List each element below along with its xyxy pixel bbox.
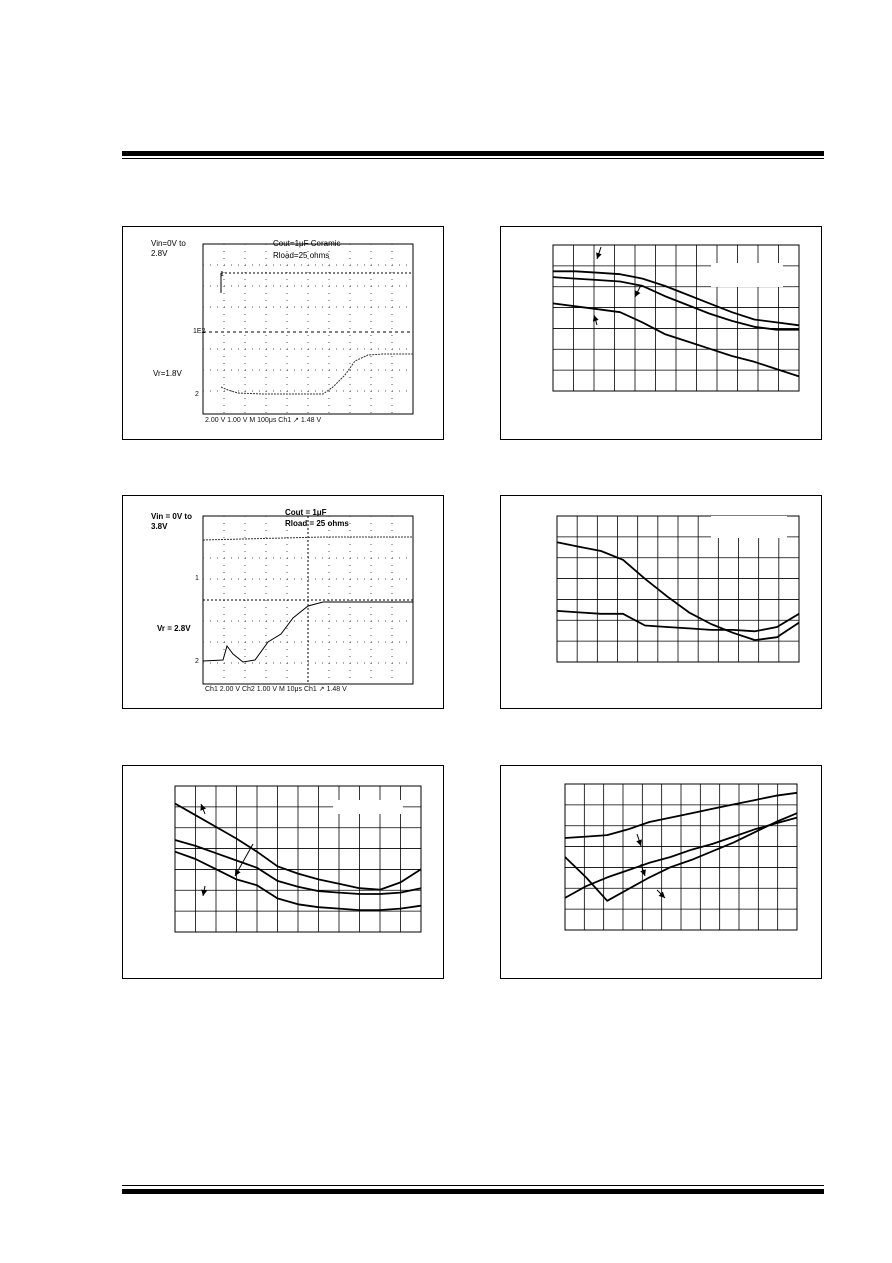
callout-arrowhead-2 — [635, 290, 641, 297]
callout-arrowhead-3 — [658, 891, 665, 898]
scope-2-ch2-marker: 2 — [195, 658, 199, 665]
series-line-3 — [564, 816, 798, 899]
series-line-1 — [174, 802, 422, 891]
callout-arrowhead-3 — [592, 315, 599, 322]
series-line-1 — [556, 541, 800, 642]
series-line-2 — [174, 839, 422, 895]
legend-area — [333, 800, 403, 814]
scope-1-ch1-marker: 1 — [220, 271, 224, 278]
scope-2-graticule — [202, 515, 414, 685]
callout-arrowhead-1 — [636, 839, 642, 846]
scope-panel-1: Vin=0V to 2.8V Cout=1μF Ceramic Rload=25… — [122, 226, 444, 440]
scope-1-axis-readout: 2.00 V 1.00 V M 100μs Ch1 ↗ 1.48 V — [205, 417, 322, 424]
chart-2 — [556, 515, 800, 663]
series-line-3 — [552, 302, 800, 378]
scope-2-axis-readout: Ch1 2.00 V Ch2 1.00 V M 10μs Ch1 ↗ 1.48 … — [205, 686, 347, 693]
header-rule-thin — [122, 158, 824, 159]
chart-3 — [174, 785, 422, 933]
callout-arrowhead-1 — [596, 252, 602, 259]
scope-2-vr: Vr = 2.8V — [157, 624, 191, 633]
legend-area — [711, 516, 787, 538]
chart-4 — [564, 783, 798, 931]
scope-1-cout: Cout=1μF Ceramic — [273, 239, 341, 248]
scope-1-rload: Rload=25 ohms — [273, 251, 330, 260]
scope-1-condition-a: Vin=0V to — [151, 239, 186, 248]
chart-panel-2 — [500, 495, 822, 709]
scope-1-condition-b: 2.8V — [151, 249, 168, 258]
scope-2-condition-b: 3.8V — [151, 522, 168, 531]
legend-area — [711, 263, 783, 287]
scope-1-vr: Vr=1.8V — [153, 369, 182, 378]
scope-1-ref-marker: 1E2 — [193, 328, 206, 335]
callout-arrowhead-2 — [640, 869, 646, 876]
callout-arrowhead-1 — [200, 804, 206, 811]
series-line-2 — [564, 812, 798, 902]
scope-2-cout: Cout = 1μF — [285, 508, 327, 517]
footer-rule-thin — [122, 1185, 824, 1186]
header-rule-thick — [122, 151, 824, 156]
callout-arrowhead-2 — [235, 869, 241, 876]
series-line-2 — [552, 276, 799, 331]
scope-2-ch1-marker: 1 — [195, 575, 199, 582]
scope-1-ch2-marker: 2 — [195, 391, 199, 398]
scope-2-condition-a: Vin = 0V to — [151, 512, 192, 521]
footer-rule-thick — [122, 1189, 824, 1194]
scope-panel-2: Vin = 0V to 3.8V Cout = 1μF Rload = 25 o… — [122, 495, 444, 709]
callout-arrow-2 — [234, 843, 254, 877]
chart-panel-3 — [122, 765, 444, 979]
series-line-2 — [556, 610, 800, 633]
chart-1 — [552, 244, 800, 392]
chart-panel-4 — [500, 765, 822, 979]
chart-panel-1 — [500, 226, 822, 440]
scope-2-rload: Rload = 25 ohms — [285, 519, 349, 528]
series-line-1 — [553, 270, 800, 327]
callout-arrowhead-3 — [201, 889, 208, 896]
scope-1-graticule — [202, 243, 414, 415]
series-line-1 — [564, 791, 798, 839]
series-line-3 — [174, 850, 422, 912]
